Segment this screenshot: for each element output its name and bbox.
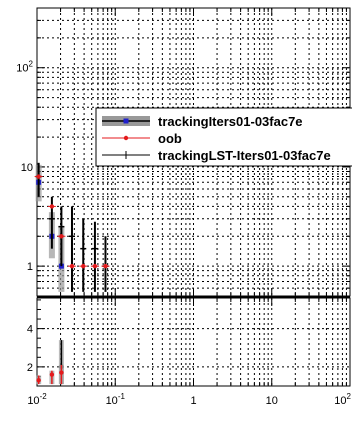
ratio-point (49, 372, 55, 377)
legend-swatch-marker (123, 135, 129, 141)
ratio-point (36, 378, 41, 383)
series-2-point (49, 204, 55, 209)
series-2-point (81, 263, 86, 269)
series-2-point (103, 263, 108, 269)
x-tick-label: 1 (190, 395, 196, 407)
ratio-y-tick-label: 2 (27, 362, 33, 374)
series-2-point (69, 263, 75, 269)
legend-label-series-3: trackingLST-Iters01-03fac7e (158, 148, 331, 163)
ratio-point (59, 370, 64, 375)
x-tick-label: 10 (266, 395, 278, 407)
y-tick-label: 102 (16, 60, 33, 75)
series-2-point (36, 174, 41, 179)
x-tick-label: 10-2 (27, 392, 47, 407)
ratio-panel-frame (36, 297, 351, 387)
legend-label-series-1: trackingIters01-03fac7e (158, 114, 303, 129)
series-2-point (59, 234, 64, 239)
top-plot-panel: 1 10 102 (16, 7, 351, 297)
series-2-point (92, 263, 98, 269)
legend-label-series-2: oob (158, 131, 182, 146)
ratio-plot-panel: 2 4 10-2 10-1 1 10 102 (27, 296, 352, 407)
y-tick-label: 1 (27, 261, 33, 273)
x-tick-label: 10-1 (106, 392, 126, 407)
chart-legend: trackingIters01-03fac7e oob trackingLST-… (95, 107, 352, 167)
legend-swatch-marker (123, 118, 129, 124)
ratio-y-tick-label: 4 (27, 324, 33, 336)
y-tick-label: 10 (21, 162, 33, 174)
x-tick-label: 102 (334, 392, 351, 407)
